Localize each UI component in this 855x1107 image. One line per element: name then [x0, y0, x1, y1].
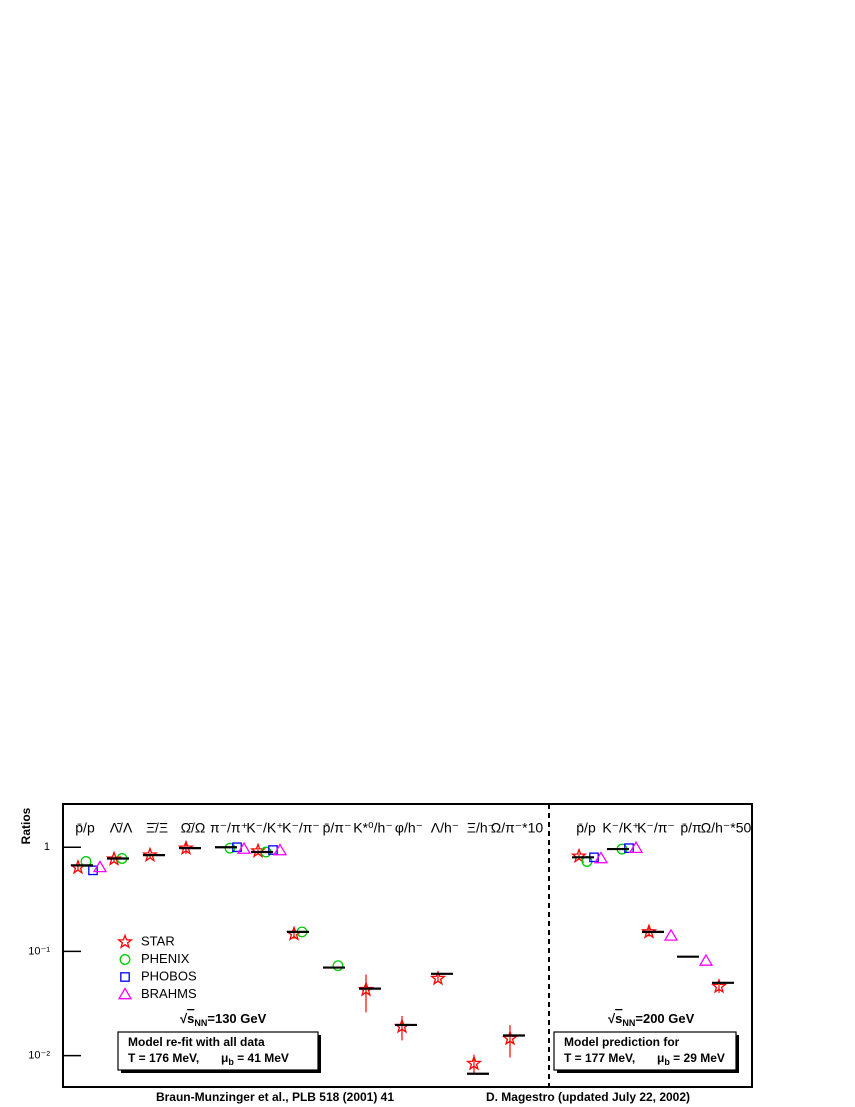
text-part: μ — [221, 1051, 228, 1065]
category-label: K⁻/K⁺ — [602, 820, 639, 836]
footer-note: D. Magestro (updated July 22, 2002) — [486, 1090, 690, 1104]
triangle-marker — [593, 851, 609, 864]
triangle-marker — [92, 860, 108, 873]
category-label: Λ̄/Λ — [110, 820, 133, 836]
category-label: Ω̄/Ω — [181, 820, 206, 836]
text-part: =130 GeV — [207, 1011, 266, 1026]
note-box — [117, 1031, 319, 1071]
triangle-marker — [236, 841, 252, 854]
text-part: b — [228, 1057, 234, 1067]
triangle-marker — [698, 953, 714, 966]
y-tick-label: 10⁻¹ — [28, 945, 50, 957]
y-tick-label: 10⁻² — [28, 1050, 50, 1062]
legend-marker — [117, 987, 133, 1000]
legend-label: PHOBOS — [141, 968, 197, 983]
legend-label: PHENIX — [141, 951, 190, 966]
energy-label: √sNN=200 GeV — [608, 1011, 695, 1028]
category-label: p̄/p — [576, 820, 596, 836]
star-marker — [429, 969, 447, 986]
star-marker — [570, 847, 588, 864]
category-label: K*⁰/h⁻ — [353, 820, 392, 836]
category-label: K⁻/π⁻ — [282, 820, 320, 836]
star-marker — [640, 923, 658, 939]
category-label: φ/h⁻ — [395, 820, 423, 836]
category-label: K⁻/π⁻ — [637, 820, 675, 836]
note-line: μb = 29 MeV — [657, 1051, 725, 1067]
category-label: Ω/h⁻*50 — [701, 820, 752, 836]
triangle-marker — [628, 840, 644, 854]
category-label: p̄/p — [75, 820, 95, 836]
text-part: s — [615, 1011, 622, 1026]
star-marker — [141, 846, 159, 863]
note-line: T = 177 MeV, — [564, 1051, 635, 1065]
triangle-marker — [272, 843, 288, 856]
category-label: p̄/π — [680, 820, 702, 836]
category-label: K⁻/K⁺ — [246, 820, 283, 836]
plot-frame — [62, 803, 753, 1088]
text-part: = 29 MeV — [670, 1051, 725, 1065]
category-label: p̄/π⁻ — [323, 820, 352, 836]
text-part: =200 GeV — [635, 1011, 694, 1026]
footer-note: Braun-Munzinger et al., PLB 518 (2001) 4… — [156, 1090, 394, 1104]
energy-label: √sNN=130 GeV — [180, 1011, 267, 1028]
text-part: b — [664, 1057, 670, 1067]
text-part: NN — [622, 1018, 635, 1028]
star-marker — [710, 978, 728, 994]
text-part: √ — [608, 1011, 616, 1026]
category-label: Ω/π⁻*10 — [491, 820, 544, 836]
category-label: Ξ̄/Ξ — [146, 820, 168, 836]
legend-label: STAR — [141, 933, 175, 948]
note-box — [553, 1031, 737, 1071]
star-marker — [177, 839, 195, 856]
text-part: NN — [194, 1018, 207, 1028]
legend-label: BRAHMS — [141, 986, 197, 1001]
text-part: s — [187, 1011, 194, 1026]
note-line: Model re-fit with all data — [128, 1035, 265, 1049]
note-line: Model prediction for — [564, 1035, 680, 1049]
y-axis-label: Ratios — [19, 807, 33, 844]
legend-marker — [116, 933, 134, 949]
category-label: π⁻/π⁺ — [210, 820, 248, 836]
text-part: √ — [180, 1011, 188, 1026]
note-line: μb = 41 MeV — [221, 1051, 289, 1067]
circle-marker — [332, 960, 344, 972]
triangle-marker — [663, 928, 679, 941]
legend-marker — [120, 972, 130, 982]
category-label: Ξ/h⁻ — [467, 820, 495, 836]
star-marker — [465, 1054, 483, 1071]
category-label: Λ/h⁻ — [431, 820, 459, 836]
note-line: T = 176 MeV, — [128, 1051, 199, 1065]
star-marker — [105, 850, 123, 866]
text-part: = 41 MeV — [234, 1051, 289, 1065]
legend-marker — [119, 954, 131, 965]
y-tick-label: 1 — [44, 841, 50, 853]
text-part: μ — [657, 1051, 664, 1065]
